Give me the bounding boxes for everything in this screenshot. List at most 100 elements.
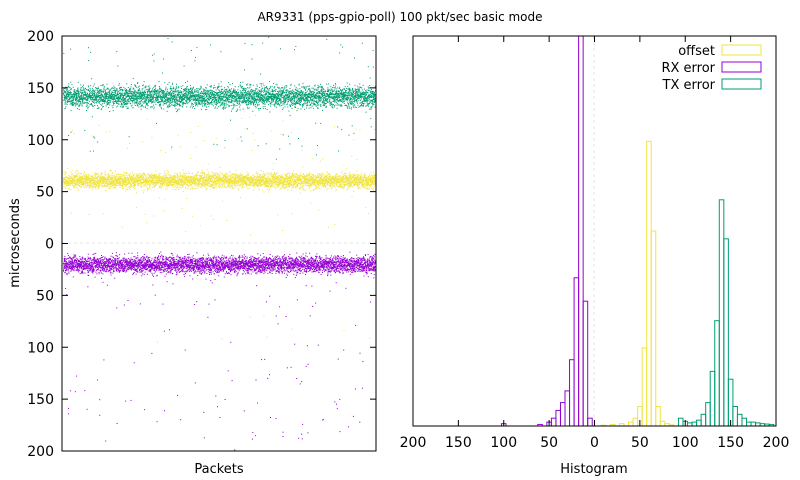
scatter-point: [151, 100, 153, 102]
scatter-point: [188, 94, 190, 96]
scatter-point: [153, 100, 155, 102]
scatter-point: [355, 93, 357, 95]
scatter-point: [371, 92, 373, 94]
scatter-point: [197, 98, 199, 100]
scatter-point: [63, 93, 65, 95]
scatter-point: [138, 102, 140, 104]
scatter-point: [89, 96, 90, 98]
scatter-point: [263, 100, 265, 102]
scatter-point: [110, 100, 112, 101]
scatter-point: [321, 93, 323, 94]
scatter-point: [244, 102, 246, 104]
scatter-point: [211, 94, 212, 95]
scatter-point: [246, 92, 248, 94]
scatter-point: [254, 91, 256, 93]
scatter-point: [320, 104, 322, 106]
scatter-point: [143, 81, 145, 83]
scatter-point: [178, 96, 180, 98]
scatter-point: [299, 93, 301, 94]
scatter-point: [310, 107, 312, 109]
scatter-point: [338, 88, 340, 90]
scatter-point: [370, 91, 372, 93]
scatter-point: [209, 94, 211, 96]
scatter-point: [286, 104, 288, 106]
scatter-point: [236, 92, 238, 94]
scatter-point: [347, 98, 349, 100]
scatter-point: [284, 87, 286, 89]
scatter-point: [340, 101, 342, 102]
scatter-point: [273, 83, 274, 85]
scatter-point: [254, 99, 256, 101]
scatter-point: [171, 94, 173, 96]
scatter-point: [249, 84, 251, 86]
scatter-point: [68, 83, 70, 85]
scatter-point: [128, 90, 130, 92]
scatter-point: [275, 94, 277, 96]
scatter-point: [176, 99, 178, 101]
scatter-point: [90, 51, 92, 53]
scatter-point: [239, 106, 241, 108]
scatter-point: [85, 94, 87, 96]
scatter-point: [235, 110, 237, 112]
scatter-point: [128, 97, 130, 99]
scatter-point: [297, 101, 299, 103]
scatter-point: [307, 104, 309, 106]
scatter-point: [217, 101, 219, 103]
scatter-point: [333, 89, 335, 91]
scatter-point: [280, 48, 281, 50]
scatter-point: [228, 101, 230, 102]
scatter-point: [130, 99, 132, 101]
scatter-point: [170, 87, 172, 89]
scatter-point: [100, 91, 102, 93]
scatter-point: [216, 91, 218, 93]
scatter-point: [70, 88, 72, 90]
scatter-point: [306, 105, 308, 107]
scatter-point: [85, 105, 87, 107]
scatter-point: [89, 90, 91, 92]
scatter-point: [204, 105, 206, 107]
scatter-point: [220, 51, 222, 53]
scatter-point: [184, 97, 186, 99]
scatter-point: [87, 92, 88, 94]
scatter-point: [72, 94, 74, 96]
scatter-point: [284, 102, 286, 103]
scatter-point: [84, 98, 86, 100]
scatter-point: [295, 96, 297, 98]
scatter-point: [368, 96, 370, 98]
scatter-point: [372, 99, 374, 101]
scatter-point: [210, 103, 212, 105]
scatter-point: [87, 96, 89, 98]
scatter-point: [297, 92, 299, 94]
scatter-point: [147, 88, 149, 90]
scatter-point: [177, 100, 179, 102]
scatter-point: [301, 94, 303, 96]
scatter-point: [163, 90, 165, 92]
scatter-point: [132, 95, 134, 97]
scatter-point: [63, 88, 65, 89]
scatter-point: [97, 86, 99, 88]
scatter-point: [256, 105, 258, 107]
scatter-point: [209, 99, 210, 101]
scatter-point: [86, 99, 87, 101]
scatter-point: [242, 87, 244, 89]
scatter-point: [262, 95, 264, 97]
scatter-point: [348, 92, 350, 94]
scatter-point: [88, 86, 90, 88]
scatter-point: [119, 88, 121, 89]
scatter-point: [143, 91, 145, 93]
scatter-point: [96, 108, 98, 109]
scatter-point: [249, 103, 251, 105]
scatter-point: [64, 91, 66, 93]
scatter-point: [324, 97, 326, 99]
scatter-point: [161, 100, 163, 101]
scatter-point: [100, 104, 102, 105]
scatter-point: [238, 86, 240, 88]
scatter-point: [315, 97, 317, 99]
scatter-point: [319, 90, 321, 92]
scatter-point: [239, 99, 241, 101]
scatter-point: [290, 90, 292, 92]
scatter-point: [363, 88, 365, 90]
scatter-point: [319, 97, 321, 99]
scatter-point: [114, 92, 116, 94]
scatter-point: [89, 93, 91, 95]
